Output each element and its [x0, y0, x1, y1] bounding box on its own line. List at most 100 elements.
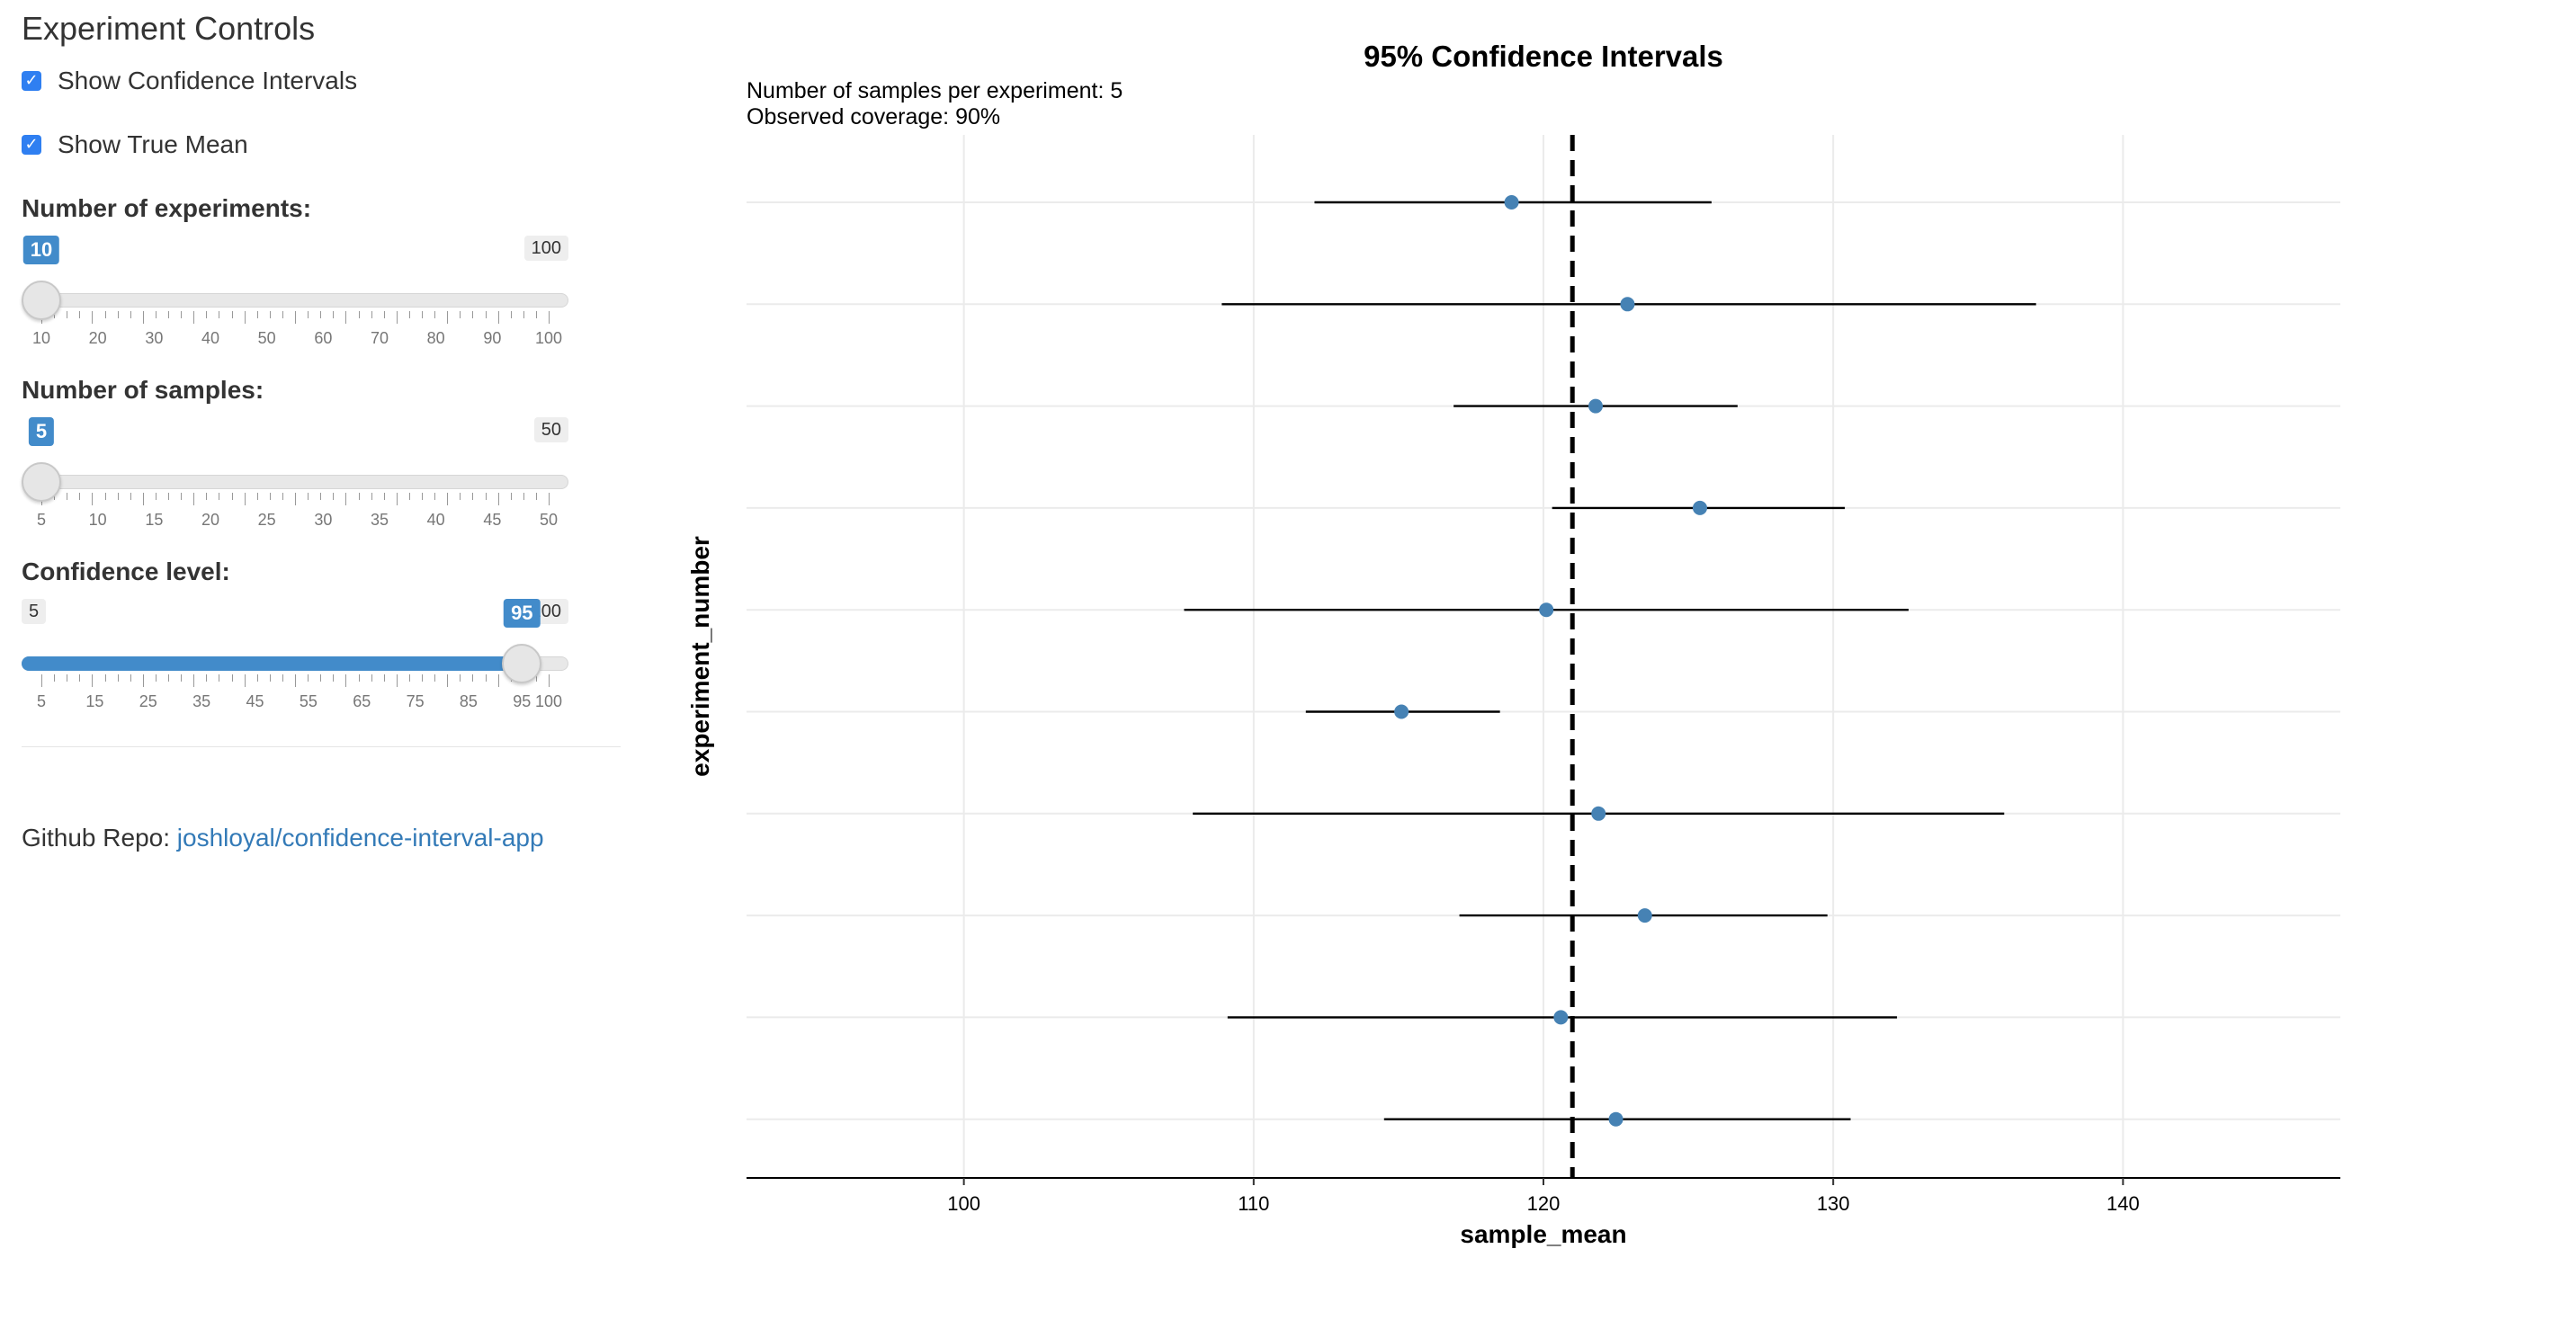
slider-tick [244, 311, 246, 324]
slider-min-label: 5 [22, 599, 47, 624]
slider-tick-label: 55 [299, 692, 318, 710]
slider-tick [472, 493, 474, 500]
slider-tick [422, 311, 423, 318]
slider-tick-label: 70 [370, 329, 389, 347]
slider-tick [181, 674, 183, 682]
slider-tick [256, 493, 258, 500]
slider-tick [396, 493, 398, 505]
slider-current-label: 10 [22, 236, 60, 264]
slider-tick [371, 311, 372, 318]
slider-tick [282, 493, 283, 500]
slider-tick [447, 493, 449, 505]
show-ci-checkbox[interactable]: ✓ [22, 71, 41, 91]
slider-tick [371, 493, 372, 500]
slider-handle[interactable] [22, 462, 61, 502]
slider-tick [104, 311, 106, 318]
slider-tick [295, 311, 296, 324]
repo-prefix: Github Repo: [22, 824, 170, 852]
slider-tick [308, 311, 309, 318]
samples-slider-label: Number of samples: [22, 376, 264, 404]
x-tick-label: 130 [1817, 1192, 1850, 1215]
slider-track[interactable] [22, 293, 568, 308]
slider-tick [333, 674, 335, 682]
show-true-mean-checkbox[interactable]: ✓ [22, 135, 41, 155]
slider-tick [231, 493, 233, 500]
sample-mean-point [1692, 500, 1707, 515]
slider-tick [434, 493, 436, 500]
slider-tick [117, 674, 119, 682]
slider-tick [308, 674, 309, 682]
slider-tick [383, 311, 385, 318]
slider-tick-label: 15 [85, 692, 104, 710]
slider-tick-label: 30 [145, 329, 164, 347]
slider-tick [333, 493, 335, 500]
slider-tick [383, 493, 385, 500]
slider-tick-label: 50 [539, 511, 559, 529]
slider-tick [92, 493, 94, 505]
repo-link[interactable]: joshloyal/confidence-interval-app [176, 824, 544, 852]
confidence-slider[interactable]: 5 100 95 5 15 25 35 45 55 65 75 85 95 100 [22, 599, 568, 710]
slider-tick [472, 674, 474, 682]
slider-tick [396, 311, 398, 324]
x-tick-label: 140 [2106, 1192, 2140, 1215]
show-true-mean-checkbox-row[interactable]: ✓ Show True Mean [22, 127, 248, 163]
slider-tick-label: 45 [246, 692, 264, 710]
slider-tick-label: 80 [426, 329, 445, 347]
slider-tick-label: 40 [426, 511, 445, 529]
slider-ticks [22, 311, 568, 324]
slider-tick [206, 493, 208, 500]
slider-tick [549, 311, 550, 324]
y-axis-title: experiment_number [686, 536, 714, 777]
slider-tick [193, 311, 195, 324]
slider-handle[interactable] [502, 644, 542, 683]
slider-tick [142, 674, 144, 687]
slider-current-label: 5 [28, 417, 55, 446]
x-axis-title: sample_mean [1460, 1220, 1626, 1248]
slider-tick [155, 493, 157, 500]
slider-tick [155, 674, 157, 682]
sidebar: Experiment Controls ✓ Show Confidence In… [0, 0, 630, 1338]
sample-mean-point [1553, 1010, 1569, 1025]
show-ci-checkbox-row[interactable]: ✓ Show Confidence Intervals [22, 63, 357, 99]
slider-tick-label: 10 [31, 329, 51, 347]
slider-tick [130, 674, 131, 682]
slider-tick [320, 311, 322, 318]
slider-track[interactable] [22, 475, 568, 489]
sample-mean-point [1620, 297, 1635, 312]
slider-tick-labels: 5 10 15 20 25 30 35 40 45 50 [22, 511, 568, 532]
slider-max-label: 100 [523, 236, 568, 261]
slider-tick [485, 311, 487, 318]
sample-mean-point [1588, 398, 1603, 414]
checkmark-icon: ✓ [24, 71, 39, 90]
x-tick-label: 120 [1527, 1192, 1561, 1215]
samples-slider[interactable]: 50 5 5 10 15 20 25 30 35 40 45 50 [22, 417, 568, 529]
slider-tick [295, 674, 296, 687]
confidence-interval-chart: 100 110 120 130 140 95% Confidence Intervals N… [686, 40, 2340, 1248]
slider-tick [117, 311, 119, 318]
slider-tick-label: 65 [353, 692, 371, 710]
sample-mean-point [1504, 195, 1519, 210]
slider-ticks [22, 674, 568, 687]
slider-tick-label: 25 [257, 511, 276, 529]
slider-tick [130, 311, 131, 318]
sample-mean-point [1591, 806, 1606, 821]
slider-tick-label: 100 [534, 692, 563, 710]
slider-tick-label: 35 [192, 692, 211, 710]
show-true-mean-label: Show True Mean [58, 130, 248, 158]
slider-tick [308, 493, 309, 500]
slider-tick-label: 85 [459, 692, 478, 710]
experiments-slider[interactable]: 100 10 10 20 30 40 50 60 70 80 90 100 [22, 236, 568, 347]
slider-tick [320, 674, 322, 682]
slider-tick [408, 493, 410, 500]
slider-tick [231, 674, 233, 682]
slider-tick [295, 493, 296, 505]
show-ci-label: Show Confidence Intervals [58, 67, 358, 94]
slider-tick-label: 45 [483, 511, 502, 529]
slider-tick [408, 311, 410, 318]
slider-tick [92, 674, 94, 687]
slider-tick [497, 311, 499, 324]
slider-handle[interactable] [22, 281, 61, 320]
slider-tick [358, 311, 360, 318]
slider-tick [549, 674, 550, 687]
slider-tick [447, 674, 449, 687]
